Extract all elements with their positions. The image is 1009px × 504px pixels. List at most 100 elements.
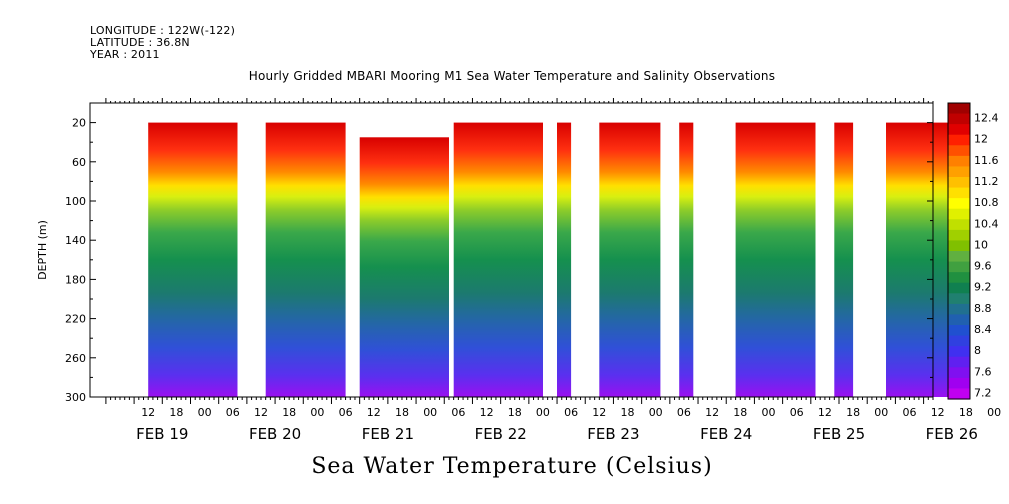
- colorbar-swatch: [948, 346, 970, 358]
- x-day-label: FEB 20: [249, 425, 301, 443]
- x-day-label: FEB 22: [475, 425, 527, 443]
- colorbar-label: 10.4: [974, 217, 999, 230]
- x-hour-label: 18: [959, 406, 973, 419]
- y-tick-label: 220: [65, 313, 86, 326]
- x-hour-label: 18: [282, 406, 296, 419]
- y-tick-label: 100: [65, 195, 86, 208]
- x-hour-label: 06: [564, 406, 578, 419]
- data-segment: [679, 122, 694, 397]
- x-hour-label: 18: [508, 406, 522, 419]
- x-axis-title: Sea Water Temperature (Celsius): [311, 454, 713, 479]
- colorbar-label: 7.6: [974, 365, 992, 378]
- x-hour-label: 06: [451, 406, 465, 419]
- x-hour-label: 18: [846, 406, 860, 419]
- x-hour-label: 00: [762, 406, 776, 419]
- x-hour-label: 12: [367, 406, 381, 419]
- colorbar-swatch: [948, 103, 970, 115]
- y-tick-label: 300: [65, 391, 86, 404]
- colorbar-swatch: [948, 388, 970, 400]
- colorbar-label: 8: [974, 344, 981, 357]
- colorbar-swatch: [948, 145, 970, 157]
- y-tick-label: 60: [72, 156, 86, 169]
- colorbar-swatch: [948, 208, 970, 220]
- colorbar-swatch: [948, 377, 970, 390]
- x-day-label: FEB 26: [926, 425, 978, 443]
- data-segment: [735, 122, 816, 397]
- colorbar-swatch: [948, 272, 970, 284]
- data-segment: [557, 122, 572, 397]
- x-hour-label: 00: [874, 406, 888, 419]
- colorbar-label: 11.2: [974, 175, 999, 188]
- colorbar-swatch: [948, 166, 970, 178]
- x-hour-label: 00: [198, 406, 212, 419]
- x-hour-label: 06: [790, 406, 804, 419]
- colorbar-swatch: [948, 124, 970, 136]
- colorbar-label: 11.6: [974, 154, 999, 167]
- colorbar-swatch: [948, 155, 970, 168]
- x-hour-label: 06: [226, 406, 240, 419]
- year-label: YEAR : 2011: [90, 48, 160, 61]
- x-hour-label: 12: [931, 406, 945, 419]
- colorbar-swatch: [948, 356, 970, 368]
- x-hour-label: 00: [649, 406, 663, 419]
- x-hour-label: 12: [818, 406, 832, 419]
- x-hour-label: 18: [395, 406, 409, 419]
- colorbar-label: 12.4: [974, 112, 999, 125]
- colorbar-swatch: [948, 198, 970, 210]
- data-segment: [148, 122, 238, 397]
- x-hour-label: 00: [310, 406, 324, 419]
- x-hour-label: 00: [987, 406, 1001, 419]
- y-tick-label: 260: [65, 352, 86, 365]
- colorbar-swatch: [948, 293, 970, 305]
- data-segment: [359, 137, 449, 398]
- colorbar-swatch: [948, 335, 970, 347]
- colorbar-swatch: [948, 219, 970, 231]
- x-axis: 12 18 00 06 12 18 00 06 12 18 00 06 12 18 00 06 12 18 00 06…: [105, 98, 1001, 443]
- colorbar-swatch: [948, 177, 970, 189]
- colorbar-swatch: [948, 261, 970, 273]
- x-hour-label: 12: [592, 406, 606, 419]
- x-hour-label: 12: [705, 406, 719, 419]
- data-segment: [599, 122, 661, 397]
- x-hour-label: 12: [480, 406, 494, 419]
- x-day-label: FEB 21: [362, 425, 414, 443]
- latitude-label: LATITUDE : 36.8N: [90, 36, 190, 49]
- data-segment: [834, 122, 854, 397]
- y-axis-title: DEPTH (m): [36, 220, 49, 280]
- colorbar-label: 9.6: [974, 260, 992, 273]
- x-hour-label: 12: [141, 406, 155, 419]
- x-hour-label: 00: [423, 406, 437, 419]
- x-hour-label: 00: [536, 406, 550, 419]
- x-day-label: FEB 19: [136, 425, 188, 443]
- longitude-label: LONGITUDE : 122W(-122): [90, 24, 236, 37]
- data-segment: [265, 122, 346, 397]
- colorbar-swatch: [948, 229, 970, 242]
- x-hour-label: 12: [254, 406, 268, 419]
- x-hour-label: 06: [903, 406, 917, 419]
- y-axis: 20 60 100 140 180 220 260 300: [65, 117, 933, 404]
- colorbar-swatch: [948, 240, 970, 252]
- colorbar-label: 10.8: [974, 196, 999, 209]
- colorbar-label: 8.8: [974, 302, 992, 315]
- x-day-label: FEB 24: [700, 425, 752, 443]
- colorbar: 12.4 12 11.6 11.2 10.8 10.4 10 9.6 9.2 8.8 8.4 8 7.6…: [947, 102, 999, 400]
- colorbar-swatch: [948, 367, 970, 379]
- colorbar-swatch: [948, 282, 970, 294]
- colorbar-label: 7.2: [974, 386, 992, 399]
- x-day-label: FEB 23: [587, 425, 639, 443]
- colorbar-swatch: [948, 251, 970, 263]
- colorbar-swatch: [948, 303, 970, 316]
- colorbar-label: 10: [974, 238, 988, 251]
- data-segment: [453, 122, 543, 397]
- x-hour-label: 18: [733, 406, 747, 419]
- colorbar-swatch: [948, 314, 970, 326]
- data-segment: [886, 122, 957, 397]
- y-tick-label: 180: [65, 273, 86, 286]
- colorbar-swatch: [948, 187, 970, 199]
- colorbar-label: 8.4: [974, 323, 992, 336]
- colorbar-swatch: [948, 134, 970, 146]
- x-day-label: FEB 25: [813, 425, 865, 443]
- x-hour-label: 06: [339, 406, 353, 419]
- x-hour-label: 18: [621, 406, 635, 419]
